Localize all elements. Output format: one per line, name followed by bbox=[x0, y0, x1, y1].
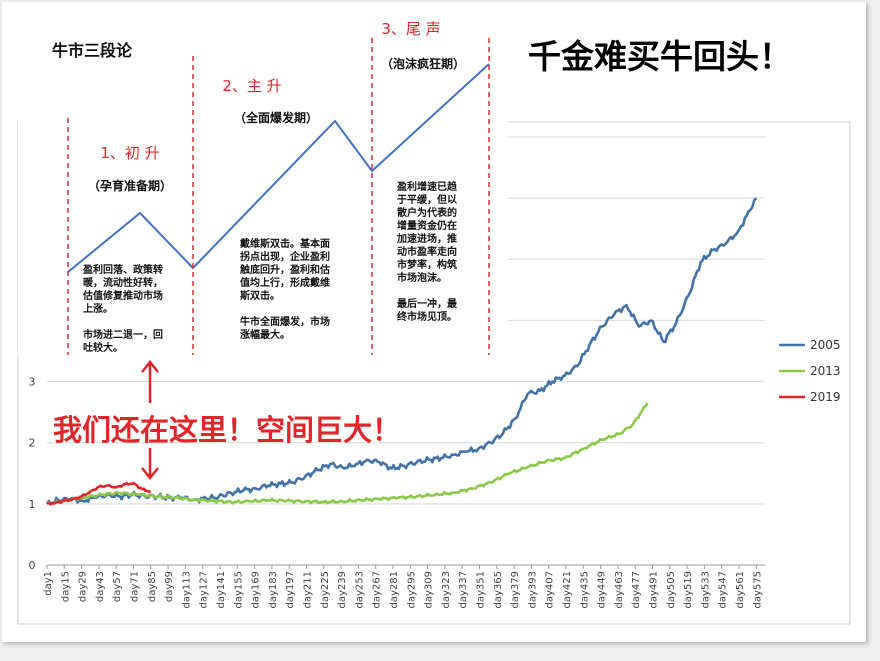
note-line: 最后一冲，最 bbox=[397, 297, 458, 310]
note-line: 终市场见顶。 bbox=[397, 310, 457, 323]
x-tick-label: day519 bbox=[683, 571, 694, 608]
x-tick-label: day505 bbox=[666, 571, 677, 608]
x-tick-label: day561 bbox=[735, 571, 746, 608]
x-tick-label: day309 bbox=[424, 571, 435, 608]
x-tick-label: day379 bbox=[510, 571, 521, 608]
x-tick-label: day239 bbox=[337, 571, 348, 608]
note-line: 市场进二退一，回 bbox=[83, 328, 163, 341]
x-tick-label: day127 bbox=[199, 571, 210, 608]
x-tick-label: day169 bbox=[251, 571, 262, 608]
note-line: 值均上行，形成戴维 bbox=[240, 276, 330, 289]
stage-1-period: （孕育准备期） bbox=[88, 178, 172, 193]
note-line: 吐较大。 bbox=[83, 341, 123, 354]
x-tick-label: day71 bbox=[129, 571, 140, 602]
note-line: 加速进场，推 bbox=[396, 232, 457, 245]
schematic-bull-path bbox=[67, 63, 490, 273]
x-tick-label: day351 bbox=[475, 571, 486, 608]
note-line: 上涨。 bbox=[83, 302, 113, 315]
slogan: 千金难买牛回头！ bbox=[528, 37, 792, 76]
note-line: 拐点出现，企业盈利 bbox=[240, 250, 330, 263]
x-tick-label: day253 bbox=[354, 571, 365, 608]
note-line: 动市盈率走向 bbox=[397, 245, 457, 258]
x-tick-label: day449 bbox=[597, 571, 608, 608]
x-tick-label: day533 bbox=[700, 571, 711, 608]
x-tick-label: day407 bbox=[545, 571, 556, 608]
series-line-2013 bbox=[46, 402, 649, 506]
x-axis-ticks: day1 day15 day29 day43 day57 day71 day85 day99 d… bbox=[43, 565, 763, 608]
note-line: 斯双击。 bbox=[240, 289, 280, 302]
x-tick-label: day477 bbox=[631, 571, 642, 608]
note-line: 估值修复推动市场 bbox=[82, 289, 163, 302]
x-tick-label: day281 bbox=[389, 571, 400, 608]
x-tick-label: day57 bbox=[112, 571, 123, 602]
x-tick-label: day225 bbox=[320, 571, 331, 608]
note-line: 涨幅最大。 bbox=[240, 328, 290, 341]
note-line: 市场泡沫。 bbox=[397, 271, 447, 284]
stage-3-period: （泡沫疯狂期） bbox=[381, 56, 465, 71]
stage-2-title: 2、主 升 bbox=[222, 77, 281, 95]
y-tick-label: 1 bbox=[29, 498, 36, 511]
y-tick-label: 3 bbox=[29, 376, 36, 389]
x-tick-label: day491 bbox=[648, 571, 659, 608]
x-tick-label: day99 bbox=[164, 571, 175, 602]
legend-label: 2013 bbox=[810, 364, 841, 378]
x-tick-label: day85 bbox=[147, 571, 158, 602]
y-tick-label: 2 bbox=[29, 437, 36, 450]
x-tick-label: day337 bbox=[458, 571, 469, 608]
note-line: 增量资金仍在 bbox=[397, 219, 457, 232]
legend: 2005 2013 2019 bbox=[779, 338, 841, 404]
x-tick-label: day435 bbox=[579, 571, 590, 608]
x-tick-label: day211 bbox=[302, 571, 313, 608]
x-tick-label: day197 bbox=[285, 571, 296, 608]
x-tick-label: day575 bbox=[752, 571, 763, 608]
x-tick-label: day155 bbox=[233, 571, 244, 608]
note-line: 暖，流动性好转， bbox=[83, 276, 163, 289]
note-line: 盈利增速已趋 bbox=[396, 180, 458, 193]
x-tick-label: day267 bbox=[372, 571, 383, 608]
x-tick-label: day15 bbox=[60, 571, 71, 602]
x-tick-label: day1 bbox=[43, 571, 54, 596]
note-line: 散户为代表的 bbox=[397, 206, 457, 219]
x-tick-label: day113 bbox=[181, 571, 192, 608]
x-tick-label: day183 bbox=[268, 571, 279, 608]
callout-text: 我们还在这里！空间巨大！ bbox=[53, 413, 401, 447]
stage-2-note: 戴维斯双击。基本面拐点出现，企业盈利触底回升，盈利和估值均上行，形成戴维斯双击。… bbox=[239, 237, 330, 341]
note-line: 牛市全面爆发，市场 bbox=[240, 315, 330, 328]
x-tick-label: day295 bbox=[406, 571, 417, 608]
x-tick-label: day43 bbox=[95, 571, 106, 602]
note-line: 盈利回落、政策转 bbox=[82, 263, 163, 276]
x-tick-label: day463 bbox=[614, 571, 625, 608]
arrow-down-icon bbox=[141, 448, 159, 481]
stage-1-title: 1、初 升 bbox=[100, 144, 159, 162]
note-line: 戴维斯双击。基本面 bbox=[240, 237, 330, 250]
x-tick-label: day547 bbox=[718, 571, 729, 608]
x-tick-label: day365 bbox=[493, 571, 504, 608]
legend-label: 2005 bbox=[810, 338, 841, 352]
x-tick-label: day421 bbox=[562, 571, 573, 608]
series-line-2005 bbox=[45, 197, 758, 506]
arrow-up-icon bbox=[141, 359, 159, 403]
x-tick-label: day393 bbox=[527, 571, 538, 608]
note-line: 于平缓，但以 bbox=[397, 193, 457, 206]
note-line: 市梦率，构筑 bbox=[397, 258, 457, 271]
x-tick-label: day29 bbox=[78, 571, 89, 602]
stage-2-period: （全面爆发期） bbox=[234, 110, 318, 125]
series-lines bbox=[45, 197, 758, 506]
legend-label: 2019 bbox=[810, 390, 841, 404]
x-tick-label: day141 bbox=[216, 571, 227, 608]
y-tick-label: 0 bbox=[29, 559, 36, 572]
stage-3-title: 3、尾 声 bbox=[381, 20, 440, 38]
page-title: 牛市三段论 bbox=[52, 41, 133, 60]
note-line: 触底回升，盈利和估 bbox=[239, 263, 330, 276]
stage-3-note: 盈利增速已趋于平缓，但以散户为代表的增量资金仍在加速进场，推动市盈率走向市梦率，… bbox=[396, 180, 458, 323]
series-line-2019 bbox=[46, 481, 151, 506]
x-tick-label: day323 bbox=[441, 571, 452, 608]
annotation-panel bbox=[18, 20, 508, 358]
